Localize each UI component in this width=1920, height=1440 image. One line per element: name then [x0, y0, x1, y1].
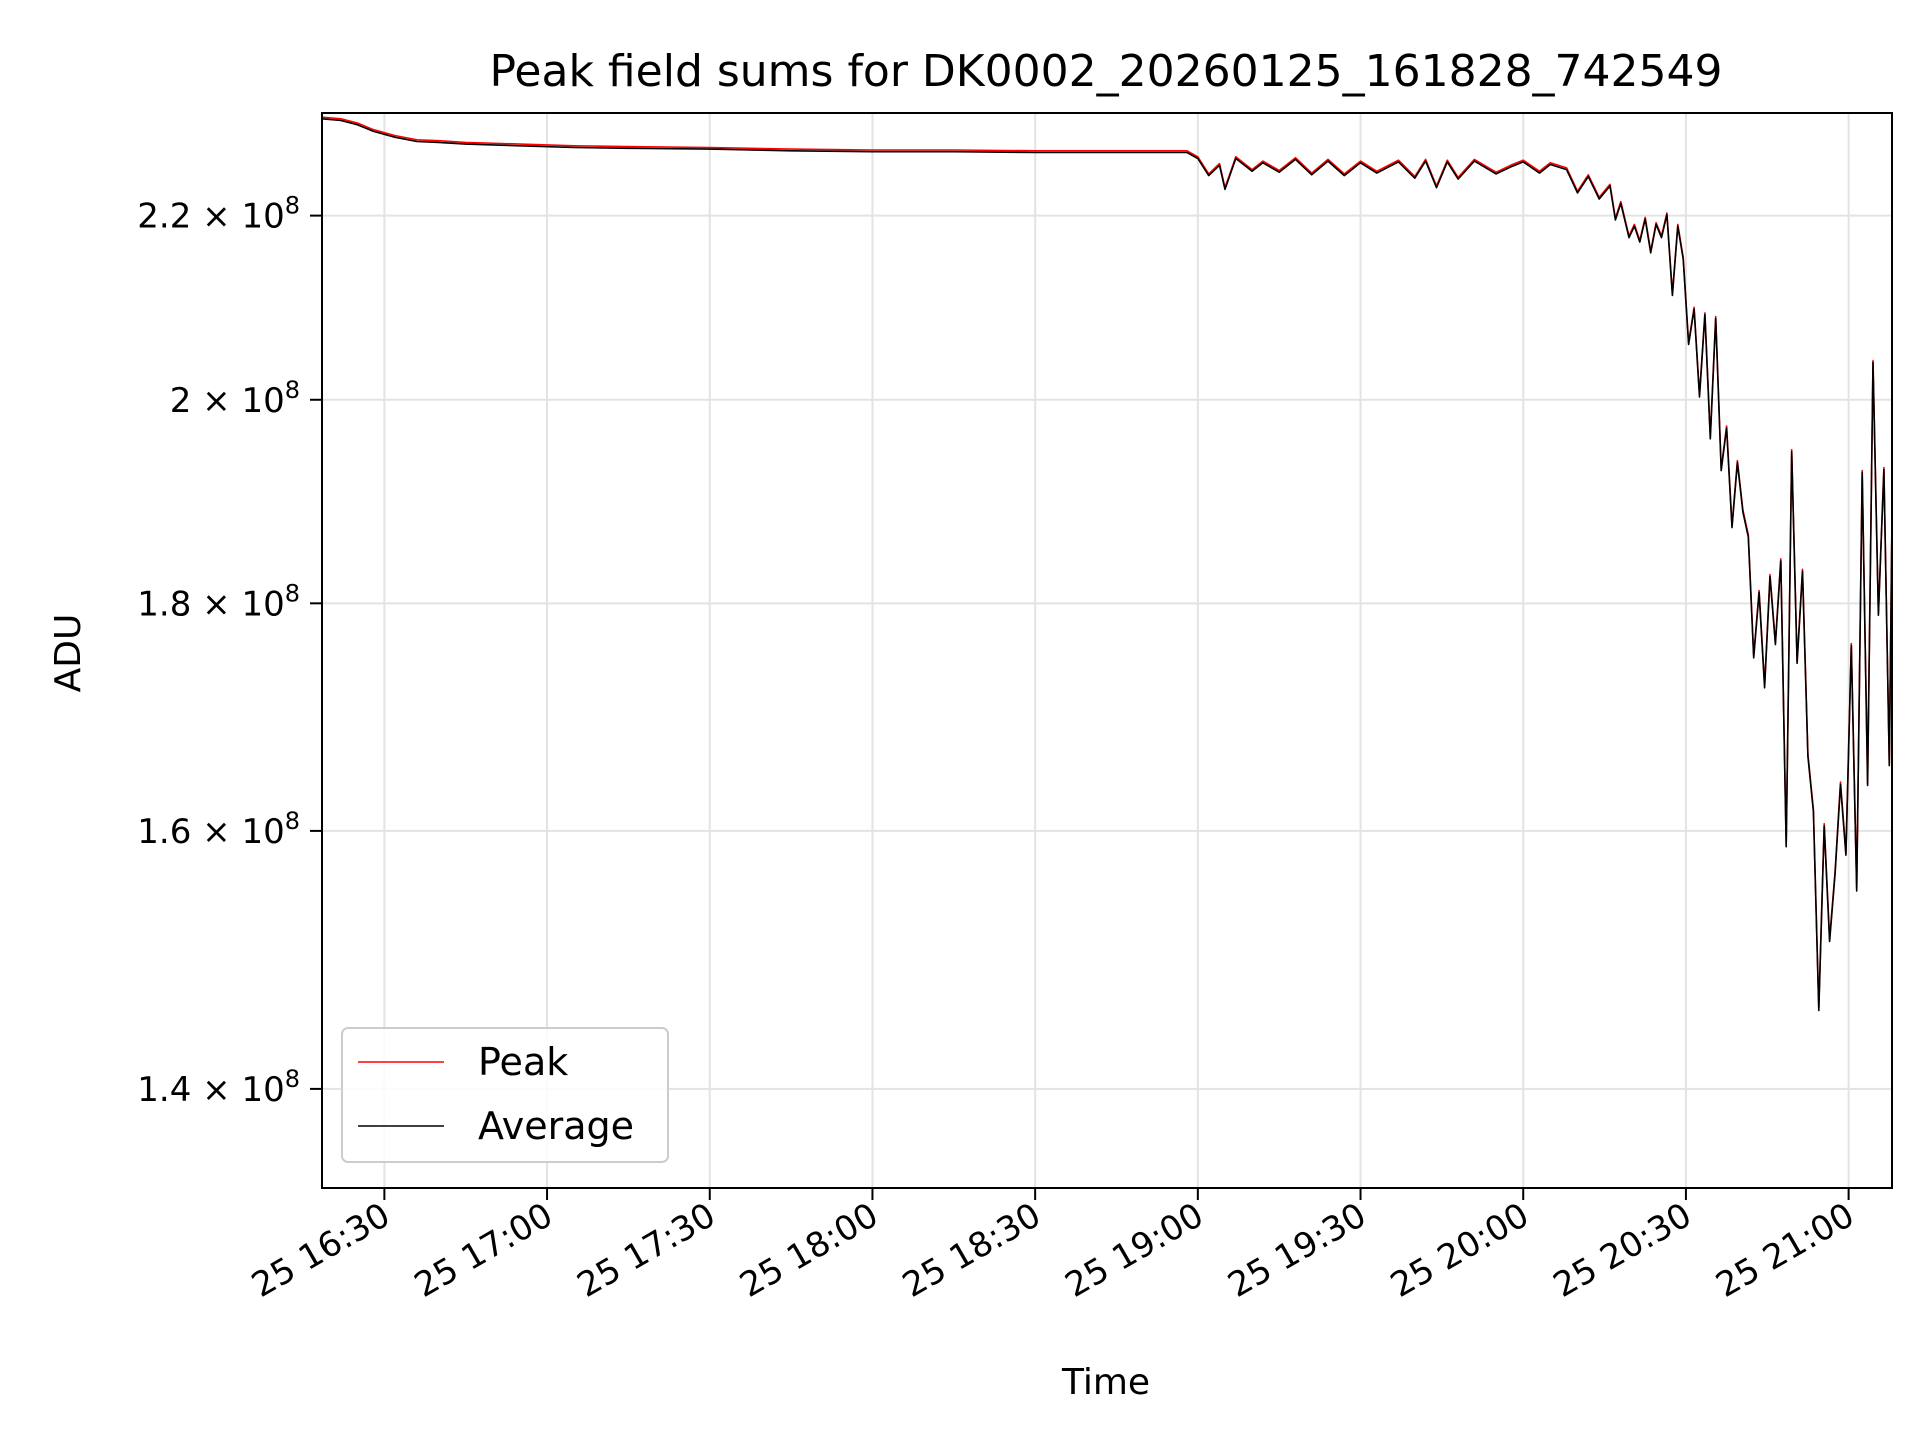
legend: Peak Average — [341, 1027, 669, 1163]
y-tick-label: 2 × 108 — [170, 376, 300, 421]
y-axis-title: ADU — [48, 614, 89, 693]
chart-title: Peak field sums for DK0002_20260125_1618… — [489, 46, 1722, 97]
y-tick-label: 1.4 × 108 — [137, 1065, 300, 1110]
y-tick-label: 1.6 × 108 — [137, 807, 300, 852]
x-axis-title: Time — [1061, 1362, 1150, 1403]
y-axis: 1.4 × 108 1.6 × 108 1.8 × 108 2 × 108 2.2 × … — [137, 192, 322, 1110]
series-line-average — [322, 118, 1892, 1012]
series-lines — [322, 116, 1892, 1012]
plot-frame — [321, 112, 1893, 1189]
y-tick-label: 1.8 × 108 — [137, 579, 300, 624]
legend-label-peak: Peak — [478, 1040, 568, 1084]
y-tick-label: 2.2 × 108 — [137, 192, 300, 237]
legend-label-average: Average — [478, 1104, 634, 1148]
